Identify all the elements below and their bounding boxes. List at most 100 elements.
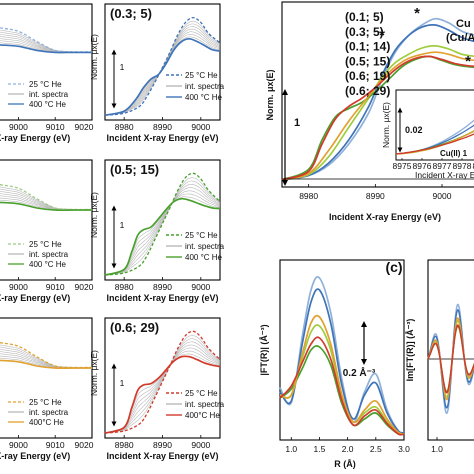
zoom-series-400C-0 — [104, 37, 221, 117]
zoom-series-400C-1 — [104, 197, 221, 276]
ft-mag-x-label: R (Å) — [334, 459, 356, 469]
zoom-tick-label-2-1: 8990 — [153, 440, 172, 450]
zoom-y-label-1: Norm. μx(E) — [89, 192, 99, 238]
zoom-x-label-1: Incident X-ray Energy (eV) — [106, 293, 218, 303]
left-tick-label-0-0: 9000 — [9, 122, 28, 132]
left-legend-label-2-2: 400°C He — [29, 418, 64, 427]
zoom-tick-label-1-2: 9000 — [191, 282, 210, 292]
main-title-line1: Cu — [456, 18, 471, 30]
zoom-legend-label-0-1: int. spectra — [185, 82, 225, 91]
ft-mag-scale-label: 0.2 Å⁻³ — [343, 366, 376, 379]
left-panel-frame-1 — [0, 159, 93, 281]
left-tick-label-1-0: 9000 — [9, 282, 28, 292]
inset-tick-label-4: 8979 — [473, 161, 474, 171]
zoom-scale-label-1: 1 — [120, 220, 125, 230]
zoom-scale-label-0: 1 — [120, 62, 125, 72]
ft-mag-series-5 — [279, 336, 405, 436]
left-legend-label-2-0: 25 °C He — [29, 398, 62, 407]
inset-series-5 — [395, 133, 474, 155]
ft-mag-tick-label-1: 1.5 — [314, 444, 326, 454]
left-legend-label-0-0: 25 °C He — [29, 80, 62, 89]
inset-frame — [395, 89, 474, 161]
left-legend-label-2-1: int. spectra — [29, 408, 69, 417]
zoom-int-spectrum-2-3 — [104, 341, 221, 434]
left-x-label-2: t X-ray Energy (eV) — [0, 451, 70, 461]
panel-c-tag: (c) — [385, 259, 402, 275]
main-series-1 — [281, 24, 474, 181]
main-star-1: * — [379, 27, 385, 44]
zoom-int-spectrum-2-2 — [104, 338, 221, 434]
zoom-tick-label-0-2: 9000 — [191, 122, 210, 132]
main-legend-0: (0.1; 5) — [345, 10, 384, 24]
ft-mag-tick-label-2: 2.0 — [342, 444, 354, 454]
inset-tick-label-0: 8975 — [393, 161, 412, 171]
zoom-legend-label-2-2: 400°C He — [185, 411, 220, 420]
main-series-2 — [281, 45, 474, 181]
zoom-series-25C-1 — [104, 172, 221, 276]
ft-im-tick-label-0: 1.0 — [431, 444, 443, 454]
zoom-int-spectrum-1-3 — [104, 184, 221, 276]
zoom-scale-label-2: 1 — [120, 378, 125, 388]
left-legend-label-1-2: 400 °C He — [29, 260, 67, 269]
left-tick-label-1-1: 9010 — [46, 282, 65, 292]
zoom-tick-label-2-0: 8980 — [115, 440, 134, 450]
zoom-legend-label-2-0: 25 °C He — [185, 389, 218, 398]
ft-im-y-label: Im[FT(R)] (Å⁻³) — [405, 319, 415, 382]
inset-scale-label: 0.02 — [405, 125, 423, 135]
zoom-series-400C-2 — [104, 355, 221, 434]
main-legend-3: (0.5; 15) — [345, 54, 390, 68]
zoom-x-label-0: Incident X-ray Energy (eV) — [106, 133, 218, 143]
inset-tick-label-1: 8976 — [413, 161, 432, 171]
main-star-2: * — [465, 53, 471, 70]
main-x-label: Incident X-ray Energy (eV) — [329, 212, 441, 222]
ft-mag-y-label: |FT(R)| (Å⁻³) — [259, 324, 269, 375]
main-legend-1: (0.3; 5) — [345, 25, 384, 39]
left-panel-frame-2 — [0, 317, 93, 439]
main-legend-2: (0.1; 14) — [345, 40, 390, 54]
left-tick-label-0-1: 9010 — [46, 122, 65, 132]
main-legend-4: (0.6; 19) — [345, 69, 390, 83]
inset-label: Cu(II) 1 — [440, 149, 468, 158]
ft-mag-series-1 — [279, 288, 405, 434]
zoom-condition-0: (0.3; 5) — [110, 6, 152, 21]
left-series-400C-0 — [0, 44, 93, 54]
ft-mag-tick-label-0: 1.0 — [285, 444, 297, 454]
left-legend-label-0-2: 400 °C He — [29, 100, 67, 109]
ft-mag-panel-frame — [279, 259, 405, 441]
ft-mag-series-0 — [279, 276, 405, 434]
zoom-legend-label-2-1: int. spectra — [185, 400, 225, 409]
main-title-line2: (Cu/A — [446, 32, 474, 44]
ft-mag-tick-label-3: 2.5 — [370, 444, 382, 454]
left-legend-label-1-1: int. spectra — [29, 250, 69, 259]
ft-mag-series-4 — [279, 314, 405, 435]
left-tick-label-2-2: 9020 — [75, 440, 94, 450]
main-series-4 — [281, 51, 474, 181]
zoom-legend-label-1-1: int. spectra — [185, 242, 225, 251]
zoom-legend-label-1-0: 25 °C He — [185, 231, 218, 240]
left-series-400C-1 — [0, 201, 92, 212]
ft-im-series-5 — [427, 324, 474, 394]
inset-x-label: Incident X-ray En — [415, 170, 474, 180]
main-y-label: Norm. μx(E) — [265, 69, 275, 120]
zoom-legend-label-0-0: 25 °C He — [185, 71, 218, 80]
left-tick-label-2-1: 9010 — [46, 440, 65, 450]
inset-tick-label-2: 8977 — [433, 161, 452, 171]
left-x-label-0: t X-ray Energy (eV) — [0, 133, 70, 143]
ft-mag-tick-label-4: 3.0 — [398, 444, 410, 454]
main-star-0: * — [414, 5, 420, 22]
zoom-legend-label-0-2: 400 °C He — [185, 93, 223, 102]
left-tick-label-0-2: 9020 — [75, 122, 94, 132]
inset-tick-label-3: 8978 — [453, 161, 472, 171]
main-series-5 — [281, 55, 474, 181]
left-tick-label-2-0: 9000 — [9, 440, 28, 450]
zoom-condition-1: (0.5; 15) — [110, 162, 159, 177]
zoom-tick-label-2-2: 9000 — [191, 440, 210, 450]
main-scale-label: 1 — [294, 117, 300, 129]
zoom-tick-label-0-0: 8980 — [115, 122, 134, 132]
main-tick-label-0: 8980 — [299, 191, 318, 201]
left-series-400C-2 — [0, 359, 92, 370]
left-legend-label-1-0: 25 °C He — [29, 240, 62, 249]
main-tick-label-1: 8990 — [366, 191, 385, 201]
ft-mag-series-3 — [279, 345, 405, 436]
